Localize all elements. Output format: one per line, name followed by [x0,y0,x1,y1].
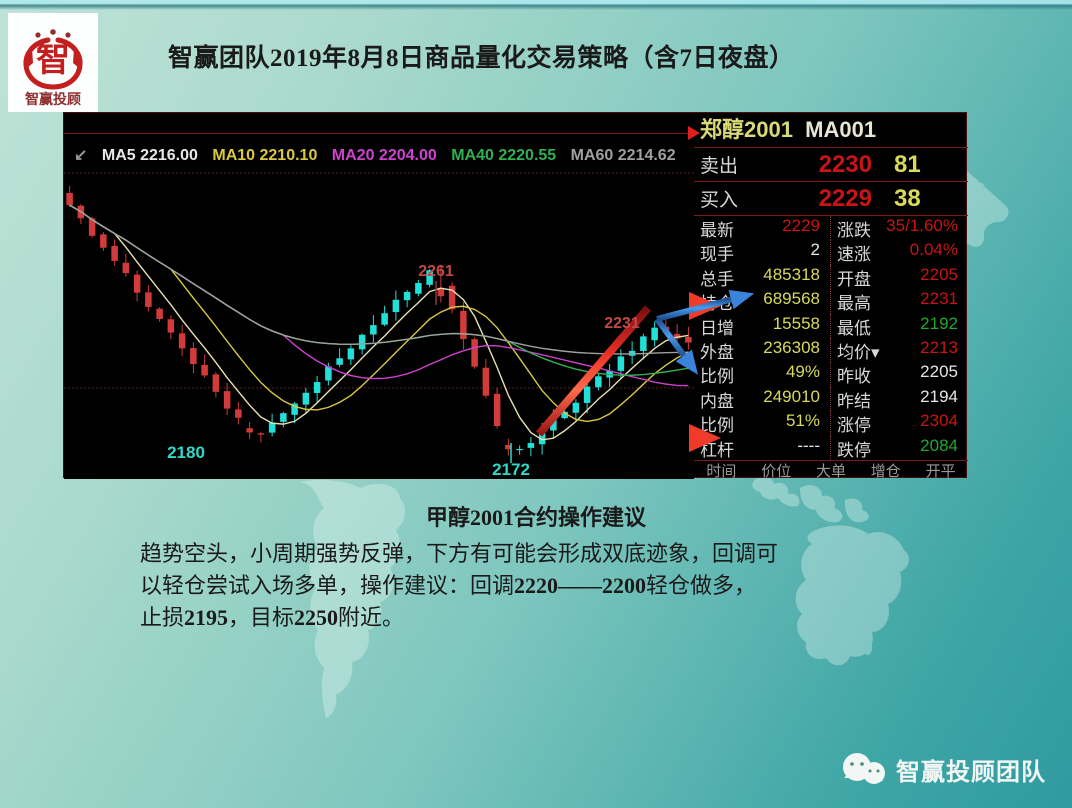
svg-text:智: 智 [36,41,70,79]
svg-text:智赢投顾: 智赢投顾 [24,91,81,107]
